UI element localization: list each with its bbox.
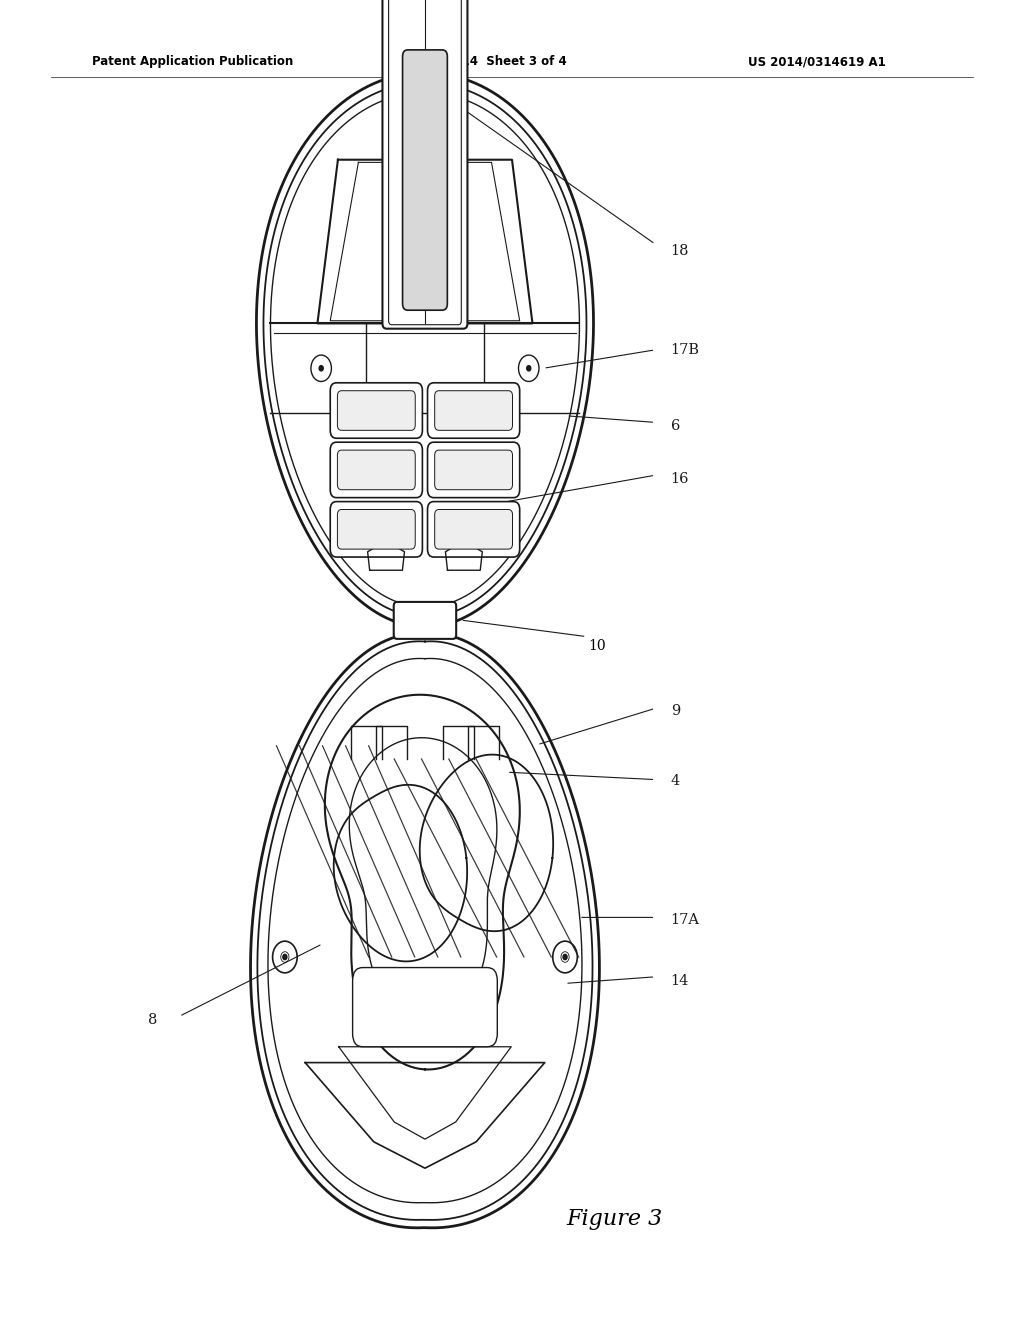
Text: Patent Application Publication: Patent Application Publication bbox=[92, 55, 294, 69]
FancyBboxPatch shape bbox=[388, 0, 461, 325]
FancyBboxPatch shape bbox=[330, 383, 422, 438]
Text: 16: 16 bbox=[671, 473, 689, 486]
Text: 4: 4 bbox=[671, 774, 680, 788]
Text: 8: 8 bbox=[148, 1014, 158, 1027]
FancyBboxPatch shape bbox=[428, 442, 520, 498]
FancyBboxPatch shape bbox=[428, 383, 520, 438]
Text: 14: 14 bbox=[671, 974, 689, 987]
Circle shape bbox=[526, 366, 530, 371]
FancyBboxPatch shape bbox=[428, 502, 520, 557]
FancyBboxPatch shape bbox=[402, 50, 447, 310]
Circle shape bbox=[319, 366, 324, 371]
FancyBboxPatch shape bbox=[338, 391, 416, 430]
FancyBboxPatch shape bbox=[435, 450, 513, 490]
FancyBboxPatch shape bbox=[435, 510, 513, 549]
Text: 9: 9 bbox=[671, 704, 680, 718]
Text: 10: 10 bbox=[589, 639, 606, 653]
Text: Oct. 23, 2014  Sheet 3 of 4: Oct. 23, 2014 Sheet 3 of 4 bbox=[389, 55, 567, 69]
Text: 17B: 17B bbox=[671, 343, 699, 356]
FancyBboxPatch shape bbox=[393, 602, 456, 639]
Circle shape bbox=[563, 954, 567, 960]
Text: 6: 6 bbox=[671, 420, 680, 433]
FancyBboxPatch shape bbox=[338, 450, 416, 490]
Text: 18: 18 bbox=[671, 244, 689, 257]
Circle shape bbox=[283, 954, 287, 960]
Text: Figure 3: Figure 3 bbox=[566, 1208, 663, 1230]
FancyBboxPatch shape bbox=[383, 0, 467, 329]
Text: 17A: 17A bbox=[671, 913, 699, 927]
FancyBboxPatch shape bbox=[338, 510, 416, 549]
FancyBboxPatch shape bbox=[352, 968, 498, 1047]
FancyBboxPatch shape bbox=[330, 502, 422, 557]
FancyBboxPatch shape bbox=[330, 442, 422, 498]
FancyBboxPatch shape bbox=[435, 391, 513, 430]
Text: US 2014/0314619 A1: US 2014/0314619 A1 bbox=[748, 55, 886, 69]
